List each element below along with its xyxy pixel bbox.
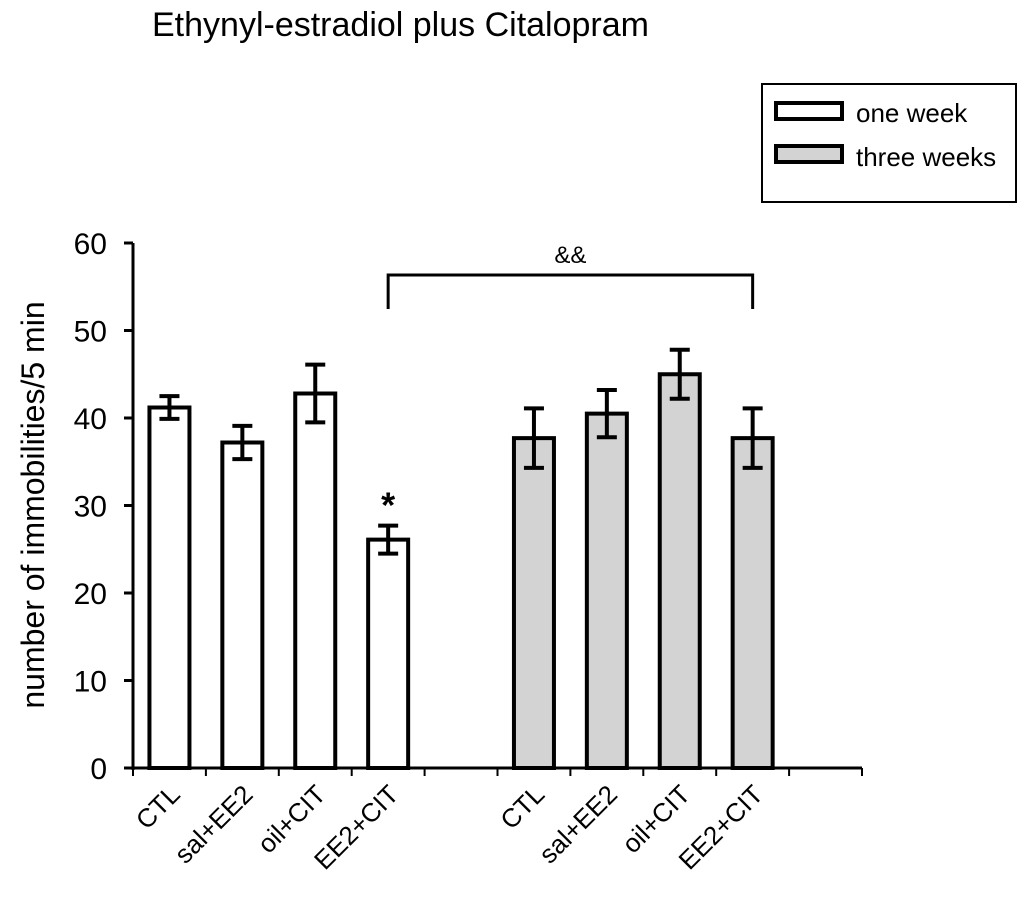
bar [584, 411, 629, 770]
x-tick-label: sal+EE2 [168, 779, 258, 869]
y-tick-label: 0 [90, 753, 107, 786]
y-axis-label: number of immobilities/5 min [15, 301, 51, 708]
bar [511, 436, 556, 770]
bar [293, 391, 338, 770]
x-tick-label: CTL [130, 779, 186, 835]
legend-label-one-week: one week [856, 98, 968, 128]
bar [147, 405, 192, 770]
bar [657, 372, 702, 770]
bar [220, 440, 265, 770]
bar [730, 436, 775, 770]
y-tick-label: 50 [74, 316, 107, 349]
significance-bracket [386, 273, 755, 309]
chart-title: Ethynyl-estradiol plus Citalopram [152, 6, 649, 44]
legend: one week three weeks [761, 83, 1017, 203]
bracket-label: && [554, 242, 586, 269]
y-tick-label: 20 [74, 578, 107, 611]
x-tick-label: CTL [494, 779, 550, 835]
bar [366, 537, 411, 770]
significance-star: * [381, 485, 395, 526]
legend-label-three-weeks: three weeks [856, 142, 996, 172]
y-tick-label: 30 [74, 491, 107, 524]
x-tick-label: sal+EE2 [533, 779, 623, 869]
legend-swatch-three-weeks [774, 144, 844, 164]
y-tick-label: 10 [74, 666, 107, 699]
y-tick-label: 40 [74, 403, 107, 436]
legend-swatch-one-week [774, 101, 844, 121]
y-tick-label: 60 [74, 228, 107, 261]
